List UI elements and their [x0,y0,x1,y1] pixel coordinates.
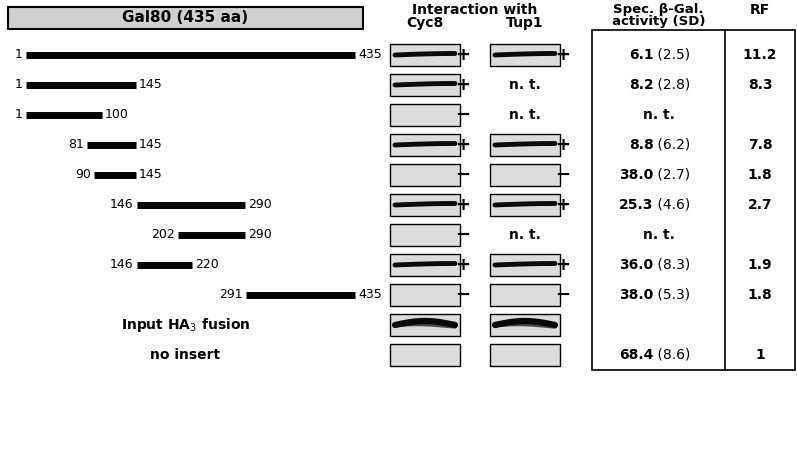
Text: Interaction with: Interaction with [412,3,538,17]
Text: (4.6): (4.6) [654,198,691,212]
Text: 145: 145 [139,78,163,91]
Text: 290: 290 [249,198,273,211]
Text: 81: 81 [68,139,84,152]
Text: RF: RF [750,3,770,17]
Text: 8.2: 8.2 [629,78,654,92]
Text: +: + [556,196,571,214]
Text: −: − [455,106,470,124]
Text: 11.2: 11.2 [743,48,777,62]
Text: 202: 202 [151,229,175,242]
Text: +: + [456,76,470,94]
Text: 90: 90 [75,168,91,181]
Text: +: + [456,46,470,64]
Text: n. t.: n. t. [509,78,541,92]
Text: 6.1: 6.1 [629,48,654,62]
Text: 2.7: 2.7 [748,198,772,212]
Text: (8.6): (8.6) [654,348,691,362]
Text: Input HA$_3$ fusion: Input HA$_3$ fusion [121,316,250,334]
Text: 435: 435 [358,288,382,302]
Text: 36.0: 36.0 [619,258,654,272]
Text: no insert: no insert [151,348,221,362]
Text: 145: 145 [139,168,163,181]
Text: 25.3: 25.3 [619,198,654,212]
Text: 146: 146 [110,258,134,271]
Text: 100: 100 [104,108,128,122]
Text: 1: 1 [15,108,23,122]
Text: 38.0: 38.0 [619,168,654,182]
Text: +: + [456,256,470,274]
Text: +: + [456,196,470,214]
Text: n. t.: n. t. [509,108,541,122]
Text: n. t.: n. t. [509,228,541,242]
Text: 220: 220 [195,258,219,271]
Bar [390,254,460,276]
Text: (8.3): (8.3) [654,258,691,272]
Text: 145: 145 [139,139,163,152]
Bar [490,164,560,186]
Bar [490,194,560,216]
Text: 1: 1 [755,348,765,362]
Text: (2.5): (2.5) [654,48,691,62]
Bar [490,254,560,276]
Bar [390,224,460,246]
Bar [390,284,460,306]
Text: 68.4: 68.4 [619,348,654,362]
Bar [490,344,560,366]
Text: 1: 1 [15,49,23,62]
Text: +: + [556,136,571,154]
Bar [390,134,460,156]
Text: −: − [455,286,470,304]
Text: 146: 146 [110,198,134,211]
Text: −: − [455,226,470,244]
Text: +: + [556,256,571,274]
Bar [390,104,460,126]
Bar [490,44,560,66]
Text: −: − [556,286,571,304]
Text: 1.8: 1.8 [748,288,772,302]
Text: +: + [556,46,571,64]
Text: 291: 291 [219,288,243,302]
Text: +: + [456,136,470,154]
Bar [490,284,560,306]
Text: (2.8): (2.8) [654,78,691,92]
Text: 435: 435 [358,49,382,62]
Text: 1.9: 1.9 [748,258,772,272]
Bar [390,194,460,216]
Text: (2.7): (2.7) [654,168,691,182]
Text: 1.8: 1.8 [748,168,772,182]
Text: Gal80 (435 aa): Gal80 (435 aa) [123,10,249,26]
Bar [390,164,460,186]
Bar [390,314,460,336]
Text: Spec. β-Gal.: Spec. β-Gal. [613,3,704,16]
Text: Cyc8: Cyc8 [406,16,444,30]
Text: Tup1: Tup1 [506,16,544,30]
Text: activity (SD): activity (SD) [612,15,705,28]
Bar [490,134,560,156]
Bar [8,7,363,29]
Bar [390,74,460,96]
Text: n. t.: n. t. [642,228,674,242]
Text: 8.3: 8.3 [748,78,772,92]
Text: (6.2): (6.2) [654,138,691,152]
Text: −: − [455,166,470,184]
Bar [592,30,795,370]
Text: 38.0: 38.0 [619,288,654,302]
Bar [490,314,560,336]
Text: 8.8: 8.8 [629,138,654,152]
Bar [390,44,460,66]
Text: 290: 290 [249,229,273,242]
Text: (5.3): (5.3) [654,288,691,302]
Text: n. t.: n. t. [642,108,674,122]
Bar [390,344,460,366]
Text: −: − [556,166,571,184]
Text: 1: 1 [15,78,23,91]
Text: 7.8: 7.8 [748,138,772,152]
